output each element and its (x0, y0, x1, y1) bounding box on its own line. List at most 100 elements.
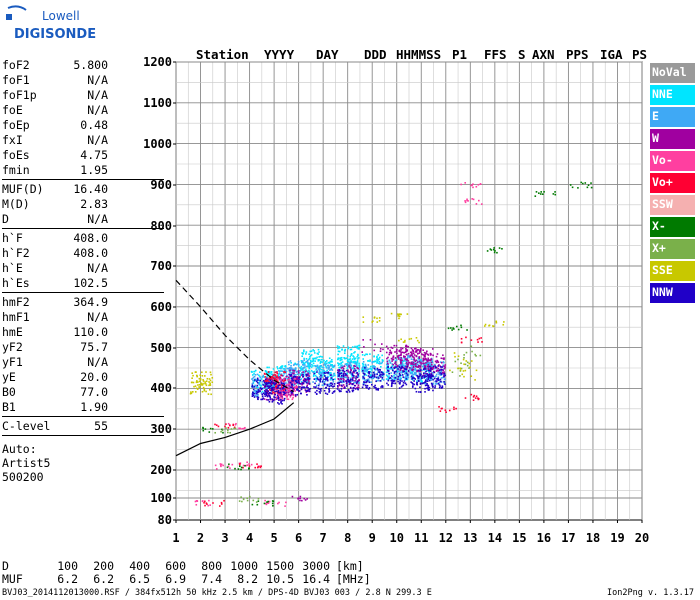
data-point-nne (356, 359, 359, 362)
data-point-nnw (381, 386, 384, 388)
data-point-sse (202, 386, 205, 389)
data-point-nnw (412, 383, 414, 385)
data-point-nne (347, 347, 350, 350)
data-point-nne (352, 355, 354, 357)
data-point-sse (469, 366, 471, 369)
data-point-e (262, 374, 265, 377)
data-point-nne (345, 357, 347, 360)
data-point-sse (190, 381, 193, 384)
param-row-b0: B0 77.0 (2, 385, 164, 400)
data-point-nnw (269, 385, 272, 388)
data-point-sse (210, 373, 212, 376)
data-point-nnw (323, 378, 325, 381)
x-tick-label: 15 (512, 531, 526, 545)
data-point-vo (281, 385, 284, 388)
data-point-vo (195, 503, 198, 506)
data-point-nne (374, 366, 376, 368)
data-point-nnw (366, 384, 369, 387)
data-point-w (271, 379, 274, 382)
data-point-x (272, 504, 274, 507)
data-point-vo (276, 392, 279, 394)
data-point-w (281, 379, 283, 381)
data-point-nne (338, 347, 341, 349)
param-value: N/A (87, 310, 108, 324)
data-point-w (406, 349, 409, 351)
data-point-e (430, 379, 432, 381)
data-point-w (422, 354, 425, 356)
data-point-x (468, 367, 470, 369)
data-point-nne (396, 367, 398, 370)
data-point-w (353, 371, 355, 374)
data-point-w (430, 358, 433, 361)
data-point-w (399, 361, 402, 364)
data-point-nnw (272, 389, 275, 391)
data-point-w (442, 372, 444, 375)
data-point-e (339, 378, 341, 380)
data-point-e (367, 364, 370, 366)
data-point-nnw (375, 376, 378, 379)
data-point-nnw (290, 373, 293, 376)
param-value: N/A (87, 133, 108, 147)
data-point-e (322, 373, 324, 375)
data-point-nnw (347, 380, 350, 383)
data-point-nnw (301, 382, 304, 385)
data-point-vo (241, 427, 244, 430)
data-point-vo (276, 375, 279, 377)
data-point-w (392, 355, 395, 357)
data-point-x (540, 191, 543, 193)
data-point-w (427, 368, 430, 371)
data-point-e (286, 367, 289, 370)
data-point-e (327, 368, 330, 370)
data-point-nne (282, 368, 285, 370)
data-point-nnw (398, 372, 401, 375)
data-point-sse (371, 321, 373, 323)
data-point-e (414, 374, 417, 376)
data-point-nnw (276, 394, 279, 397)
param-value: 77.0 (80, 385, 108, 399)
data-point-w (400, 353, 402, 355)
data-point-nne (305, 380, 307, 383)
data-point-nne (310, 369, 313, 372)
data-point-nnw (296, 389, 298, 391)
data-point-e (329, 365, 332, 367)
data-point-e (424, 371, 427, 374)
version-label: Ion2Png v. 1.3.17 (607, 588, 694, 598)
data-point-sse (201, 383, 204, 386)
data-point-nnw (387, 384, 390, 386)
data-point-nnw (271, 398, 274, 401)
data-point-x (255, 501, 258, 503)
data-point-e (419, 362, 421, 364)
data-point-w (401, 351, 404, 354)
data-point-sse (208, 381, 210, 383)
data-point-e (391, 363, 394, 365)
data-point-nnw (405, 372, 408, 375)
data-point-e (365, 379, 368, 381)
data-point-e (440, 377, 443, 379)
data-point-nnw (270, 387, 272, 390)
data-point-e (415, 372, 417, 374)
data-point-e (405, 374, 408, 377)
data-point-nnw (374, 386, 376, 389)
data-point-vo (209, 504, 211, 506)
data-point-nnw (406, 365, 409, 368)
data-point-nne (346, 372, 348, 375)
data-point-w (279, 392, 281, 395)
data-point-nnw (430, 382, 433, 385)
data-point-nnw (428, 386, 431, 389)
data-point-w (293, 386, 296, 389)
data-point-nne (338, 362, 340, 365)
data-point-nne (328, 361, 331, 364)
data-point-e (299, 367, 301, 369)
data-point-nnw (342, 373, 345, 375)
param-row-mufd: MUF(D) 16.40 (2, 182, 164, 197)
data-point-nne (312, 349, 315, 351)
data-point-w (415, 359, 418, 362)
data-point-nnw (443, 380, 445, 383)
data-point-vo (229, 424, 231, 427)
data-point-w (405, 345, 408, 348)
data-point-nnw (357, 374, 360, 376)
data-point-nnw (402, 381, 405, 384)
data-point-x (496, 251, 498, 254)
data-point-nnw (436, 378, 439, 381)
data-point-e (386, 368, 389, 370)
